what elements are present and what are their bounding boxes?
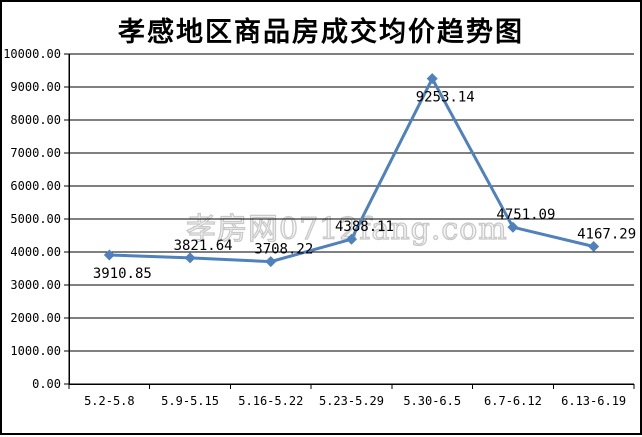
data-point-label: 4388.11 [335, 219, 394, 235]
x-axis-tick-label: 5.16-5.22 [238, 394, 303, 408]
data-point-label: 4167.29 [577, 226, 636, 242]
data-point-label: 3821.64 [174, 238, 233, 254]
y-axis-tick-label: 4000.00 [10, 245, 61, 259]
data-point-label: 9253.14 [416, 90, 475, 106]
data-point-marker [346, 233, 357, 245]
x-axis-tick-label: 6.13-6.19 [561, 394, 626, 408]
y-axis-tick-label: 3000.00 [10, 278, 61, 292]
data-point-marker [588, 240, 600, 252]
chart-title: 孝感地区商品房成交均价趋势图 [118, 17, 524, 48]
y-axis-tick-label: 2000.00 [10, 311, 61, 325]
y-axis-tick-label: 0.00 [32, 377, 61, 391]
y-axis-tick-label: 8000.00 [10, 113, 61, 127]
x-axis-tick-label: 5.23-5.29 [319, 394, 384, 408]
data-point-label: 4751.09 [496, 207, 555, 223]
x-axis-tick-label: 6.7-6.12 [484, 394, 542, 408]
x-axis-tick-label: 5.30-6.5 [403, 394, 461, 408]
data-point-label: 3910.85 [93, 266, 152, 282]
y-axis-tick-label: 7000.00 [10, 146, 61, 160]
x-axis-tick-label: 5.9-5.15 [161, 394, 219, 408]
x-axis-tick-label: 5.2-5.8 [84, 394, 135, 408]
y-axis-tick-label: 9000.00 [10, 80, 61, 94]
y-axis-tick-label: 6000.00 [10, 179, 61, 193]
data-point-marker [426, 73, 438, 85]
data-point-label: 3708.22 [254, 242, 313, 258]
y-axis-tick-label: 5000.00 [10, 212, 61, 226]
y-axis-tick-label: 1000.00 [10, 344, 61, 358]
data-point-marker [184, 252, 196, 264]
data-point-marker [507, 221, 519, 233]
data-point-marker [103, 249, 115, 261]
data-point-marker [265, 256, 277, 268]
y-axis-tick-label: 10000.00 [3, 47, 61, 61]
